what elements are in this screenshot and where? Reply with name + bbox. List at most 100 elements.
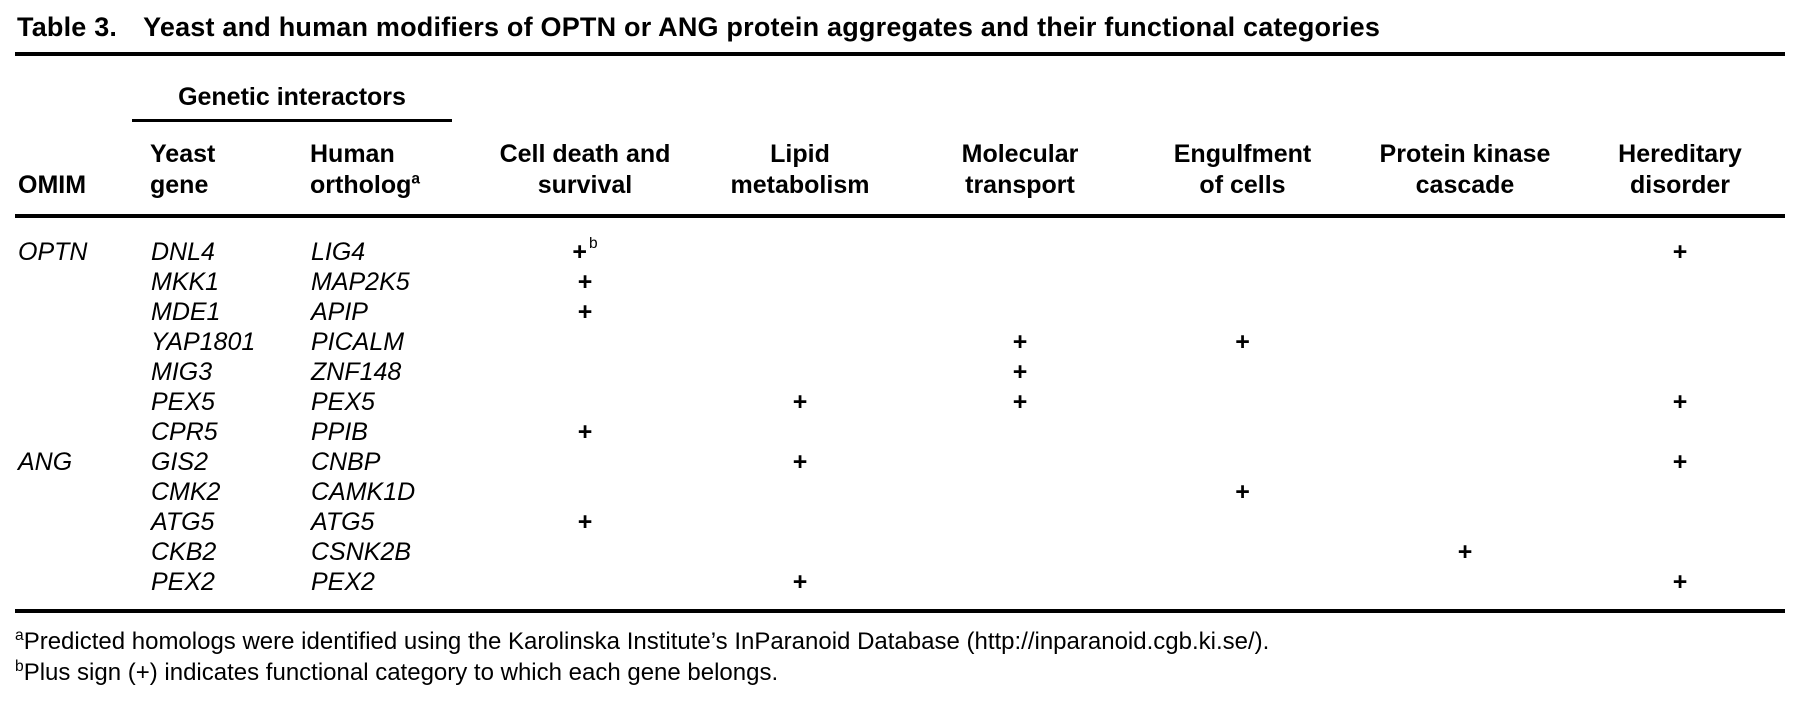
category-mark-cell — [1575, 297, 1785, 327]
category-mark-cell — [1130, 357, 1355, 387]
category-mark-cell: + — [792, 388, 808, 416]
category-mark-cell — [1130, 567, 1355, 597]
category-mark-cell — [1355, 267, 1575, 297]
category-mark-cell: + — [1672, 448, 1688, 476]
category-mark-cell — [690, 327, 910, 357]
category-mark-cell: + — [577, 298, 593, 326]
category-mark-cell — [1130, 447, 1355, 477]
table-header: Genetic interactors OMIM Yeast gene Huma… — [15, 56, 1785, 218]
yeast-gene-cell: PEX2 — [151, 568, 215, 596]
human-ortholog-cell: ATG5 — [311, 508, 375, 536]
yeast-gene-cell: MDE1 — [151, 298, 221, 326]
omim-cell — [15, 387, 150, 417]
omim-cell — [15, 267, 150, 297]
omim-cell: OPTN — [18, 238, 88, 266]
yeast-gene-cell: MIG3 — [151, 358, 213, 386]
column-header-hereditary-disorder: Hereditary disorder — [1618, 140, 1742, 199]
category-mark-cell — [1355, 327, 1575, 357]
category-mark-cell — [1355, 417, 1575, 447]
yeast-gene-cell: CMK2 — [151, 478, 221, 506]
omim-cell — [15, 537, 150, 567]
footnote-b-text: Plus sign (+) indicates functional categ… — [23, 659, 779, 686]
column-header-engulfment-of-cells: Engulfment of cells — [1173, 140, 1312, 199]
column-header-human-ortholog: Human orthologa — [310, 140, 420, 199]
category-mark-cell — [910, 507, 1130, 537]
category-mark-cell — [690, 237, 910, 267]
omim-cell — [15, 327, 150, 357]
human-ortholog-cell: PPIB — [311, 418, 368, 446]
category-mark-cell — [690, 507, 910, 537]
category-mark-cell — [1130, 507, 1355, 537]
omim-cell — [15, 297, 150, 327]
yeast-gene-cell: YAP1801 — [151, 328, 256, 356]
yeast-gene-cell: GIS2 — [151, 448, 208, 476]
footnote-a-marker: a — [15, 627, 24, 644]
human-ortholog-cell: PEX2 — [311, 568, 375, 596]
category-mark-cell — [480, 327, 690, 357]
category-mark-cell — [910, 297, 1130, 327]
category-mark-cell: + — [1235, 478, 1250, 506]
category-mark-cell — [910, 417, 1130, 447]
category-mark-cell — [1355, 477, 1575, 507]
category-mark-cell — [1575, 357, 1785, 387]
category-mark-cell — [910, 567, 1130, 597]
category-mark-cell — [1575, 537, 1785, 567]
category-mark-cell — [690, 537, 910, 567]
group-header-genetic-interactors: Genetic interactors — [132, 83, 452, 122]
omim-cell — [15, 507, 150, 537]
yeast-gene-cell: CPR5 — [151, 418, 218, 446]
category-mark-cell — [1355, 387, 1575, 417]
category-mark-cell — [480, 357, 690, 387]
category-mark-cell: + — [1012, 388, 1028, 416]
category-mark-cell — [1355, 357, 1575, 387]
category-mark-cell: + — [792, 448, 808, 476]
category-mark-cell — [1575, 477, 1785, 507]
table-caption-text: Yeast and human modifiers of OPTN or ANG… — [143, 12, 1381, 42]
category-mark-cell: + — [577, 418, 593, 446]
category-mark-cell — [480, 537, 690, 567]
category-mark-cell — [1575, 327, 1785, 357]
category-mark-cell: + — [1457, 538, 1473, 566]
category-mark-cell — [1355, 447, 1575, 477]
category-mark-cell — [910, 237, 1130, 267]
column-header-protein-kinase-cascade: Protein kinase cascade — [1379, 140, 1551, 199]
category-mark-cell — [1355, 237, 1575, 267]
category-mark-cell — [480, 387, 690, 417]
category-mark-cell: + — [577, 268, 593, 296]
table-caption: Table 3. Yeast and human modifiers of OPT… — [15, 0, 1785, 56]
omim-cell — [15, 417, 150, 447]
category-mark-cell: + — [1672, 388, 1688, 416]
category-mark-cell — [910, 447, 1130, 477]
category-mark-cell — [910, 477, 1130, 507]
footnote-b-marker: b — [15, 658, 24, 675]
category-mark-cell — [1130, 297, 1355, 327]
category-mark-cell — [480, 447, 690, 477]
category-mark-cell — [1575, 267, 1785, 297]
category-mark-cell — [1130, 267, 1355, 297]
column-header-yeast-gene: Yeast gene — [150, 140, 216, 199]
yeast-gene-cell: DNL4 — [151, 238, 215, 266]
human-ortholog-cell: CNBP — [311, 448, 381, 476]
category-mark-cell — [1130, 537, 1355, 567]
category-mark-cell — [690, 267, 910, 297]
yeast-gene-cell: PEX5 — [151, 388, 215, 416]
human-ortholog-cell: PEX5 — [311, 388, 375, 416]
table-footnotes: aPredicted homologs were identified usin… — [15, 626, 1785, 688]
yeast-gene-cell: MKK1 — [151, 268, 220, 296]
category-mark-cell: + — [1672, 238, 1688, 266]
category-mark-cell — [690, 477, 910, 507]
category-mark-cell — [690, 357, 910, 387]
category-mark-cell: + — [1012, 358, 1028, 386]
human-ortholog-cell: MAP2K5 — [311, 268, 410, 296]
category-mark-cell — [1575, 417, 1785, 447]
column-header-lipid-metabolism: Lipid metabolism — [730, 140, 870, 199]
category-mark-cell — [1130, 417, 1355, 447]
yeast-gene-cell: ATG5 — [151, 508, 215, 536]
superscript-marker: a — [411, 170, 420, 188]
category-mark-cell: + — [792, 568, 808, 596]
table-caption-label: Table 3. — [17, 12, 118, 42]
category-mark-cell — [480, 567, 690, 597]
omim-cell — [15, 477, 150, 507]
omim-cell — [15, 357, 150, 387]
